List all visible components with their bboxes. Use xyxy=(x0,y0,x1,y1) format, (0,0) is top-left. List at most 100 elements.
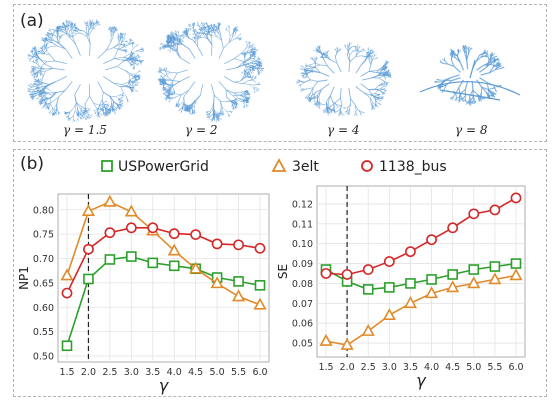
np1-point-1138-bus xyxy=(83,243,94,255)
se-point-1138-bus xyxy=(405,246,416,258)
np1-x-tick-label: 4.0 xyxy=(167,367,182,378)
se-point-3elt xyxy=(467,276,481,289)
graph-thumbnail-4 xyxy=(419,44,521,107)
np1-point-3elt xyxy=(210,276,224,289)
legend-label-1138-bus: 1138_bus xyxy=(379,159,447,175)
np1-line-3elt xyxy=(66,201,261,306)
np1-point-1138-bus xyxy=(254,242,266,254)
np1-point-uspowergrid xyxy=(83,273,94,285)
np1-x-tick-label: 6.0 xyxy=(252,367,267,378)
se-x-tick-label: 2.0 xyxy=(340,362,355,373)
panel-a: (a) xyxy=(13,4,547,142)
se-point-3elt xyxy=(446,280,460,293)
se-y-tick-label: 0.11 xyxy=(292,219,313,230)
se-point-uspowergrid xyxy=(510,258,522,269)
se-x-axis-label: γ xyxy=(416,371,427,390)
se-point-3elt xyxy=(509,268,523,281)
np1-point-1138-bus xyxy=(61,287,73,299)
se-x-tick-label: 4.5 xyxy=(445,362,460,373)
np1-point-1138-bus xyxy=(104,227,116,239)
np1-y-axis-label: NP1 xyxy=(17,266,31,290)
np1-point-uspowergrid xyxy=(126,251,137,262)
legend-label-3elt: 3elt xyxy=(292,159,319,175)
se-x-tick-label: 5.5 xyxy=(487,362,502,373)
thumbnail-caption-1: γ = 1.5 xyxy=(63,123,107,137)
graph-thumbnail-2 xyxy=(157,21,265,123)
np1-y-tick-label: 0.75 xyxy=(33,230,54,241)
se-chart: 1.5 2.0 2.5 3.0 3.5 4.0 4.5 5.0 5.5 6.0 0.05 0.06 0.… xyxy=(276,185,526,390)
se-y-tick-label: 0.05 xyxy=(292,339,313,350)
se-point-uspowergrid xyxy=(405,278,416,289)
se-y-tick-label: 0.10 xyxy=(292,239,313,250)
se-point-1138-bus xyxy=(383,256,395,267)
np1-x-tick-label: 4.5 xyxy=(188,367,203,378)
np1-x-tick-label: 3.5 xyxy=(145,367,160,378)
np1-point-1138-bus xyxy=(147,222,159,234)
se-point-1138-bus xyxy=(489,204,501,216)
thumbnail-caption-3: γ = 4 xyxy=(327,123,360,137)
se-x-tick-label: 6.0 xyxy=(508,362,523,373)
np1-y-tick-label: 0.70 xyxy=(33,254,54,265)
np1-x-tick-label: 2.5 xyxy=(102,367,117,378)
se-y-tick-label: 0.06 xyxy=(292,319,313,330)
np1-point-1138-bus xyxy=(168,228,180,240)
se-point-3elt xyxy=(319,333,333,346)
np1-point-3elt xyxy=(60,268,74,281)
se-point-uspowergrid xyxy=(426,274,437,285)
np1-line-1138-bus xyxy=(66,227,261,294)
legend-marker-uspowergrid xyxy=(101,160,113,172)
graph-thumbnails xyxy=(27,19,521,123)
np1-chart: 1.5 2.0 2.5 3.0 3.5 4.0 4.5 5.0 5.5 6.0 0.50 0.55 0.… xyxy=(17,193,270,395)
se-y-tick-label: 0.09 xyxy=(292,259,313,270)
se-y-tick-label: 0.07 xyxy=(292,299,313,310)
se-line-3elt xyxy=(325,274,517,346)
np1-x-axis-label: γ xyxy=(159,376,170,395)
legend-marker-1138-bus xyxy=(361,160,373,172)
se-point-uspowergrid xyxy=(384,282,395,293)
se-point-uspowergrid xyxy=(468,264,480,275)
se-x-tick-label: 5.0 xyxy=(466,362,481,373)
np1-y-tick-label: 0.60 xyxy=(33,303,54,314)
thumbnail-caption-4: γ = 8 xyxy=(455,123,488,137)
np1-y-tick-label: 0.50 xyxy=(33,352,54,363)
np1-x-tick-label: 5.0 xyxy=(210,367,225,378)
se-point-3elt xyxy=(340,337,354,350)
np1-point-1138-bus xyxy=(125,222,137,234)
se-x-tick-label: 4.0 xyxy=(424,362,439,373)
np1-point-3elt xyxy=(81,204,95,217)
np1-y-tick-label: 0.55 xyxy=(33,327,54,338)
np1-line-uspowergrid xyxy=(66,255,261,347)
se-point-1138-bus xyxy=(447,222,459,234)
panel-b: (b) xyxy=(13,149,547,397)
se-x-tick-label: 2.5 xyxy=(361,362,376,373)
se-x-tick-label: 3.0 xyxy=(382,362,397,373)
np1-x-tick-label: 1.5 xyxy=(59,367,74,378)
se-point-3elt xyxy=(382,308,396,321)
np1-y-tick-label: 0.65 xyxy=(33,278,54,289)
se-point-1138-bus xyxy=(341,269,353,280)
se-point-3elt xyxy=(425,286,439,299)
np1-point-3elt xyxy=(189,261,203,274)
se-point-3elt xyxy=(361,323,375,336)
se-point-3elt xyxy=(403,296,417,309)
se-y-tick-label: 0.12 xyxy=(292,199,313,210)
np1-point-uspowergrid xyxy=(168,260,180,272)
se-point-1138-bus xyxy=(510,192,522,204)
se-line-uspowergrid xyxy=(325,262,517,291)
np1-point-3elt xyxy=(232,289,246,302)
np1-point-uspowergrid xyxy=(61,340,73,352)
se-x-tick-label: 1.5 xyxy=(318,362,333,373)
np1-x-tick-label: 5.5 xyxy=(231,367,246,378)
se-point-1138-bus xyxy=(426,234,437,246)
panel-b-label: (b) xyxy=(20,154,45,174)
np1-point-1138-bus xyxy=(233,239,244,251)
se-point-3elt xyxy=(488,272,502,285)
np1-point-3elt xyxy=(253,297,267,310)
np1-x-tick-label: 2.0 xyxy=(81,367,96,378)
np1-point-uspowergrid xyxy=(254,280,266,291)
se-x-tick-label: 3.5 xyxy=(403,362,418,373)
thumbnail-caption-2: γ = 2 xyxy=(185,123,218,137)
se-point-1138-bus xyxy=(468,208,480,220)
np1-point-1138-bus xyxy=(190,229,202,241)
